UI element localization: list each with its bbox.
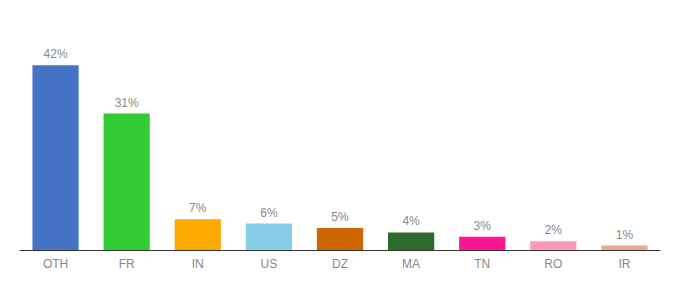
svg-text:OTH: OTH <box>43 257 68 271</box>
svg-text:42%: 42% <box>44 47 68 61</box>
svg-text:FR: FR <box>119 257 135 271</box>
svg-text:4%: 4% <box>402 214 420 228</box>
svg-text:TN: TN <box>474 257 490 271</box>
svg-text:DZ: DZ <box>332 257 348 271</box>
svg-text:IN: IN <box>192 257 204 271</box>
svg-text:RO: RO <box>544 257 562 271</box>
svg-text:3%: 3% <box>474 219 492 233</box>
svg-text:2%: 2% <box>545 223 563 237</box>
svg-text:MA: MA <box>402 257 420 271</box>
svg-text:7%: 7% <box>189 201 207 215</box>
svg-text:6%: 6% <box>260 206 278 220</box>
svg-text:US: US <box>261 257 278 271</box>
svg-text:IR: IR <box>618 257 630 271</box>
svg-text:5%: 5% <box>331 210 349 224</box>
svg-text:31%: 31% <box>115 96 139 110</box>
svg-text:1%: 1% <box>616 228 634 242</box>
